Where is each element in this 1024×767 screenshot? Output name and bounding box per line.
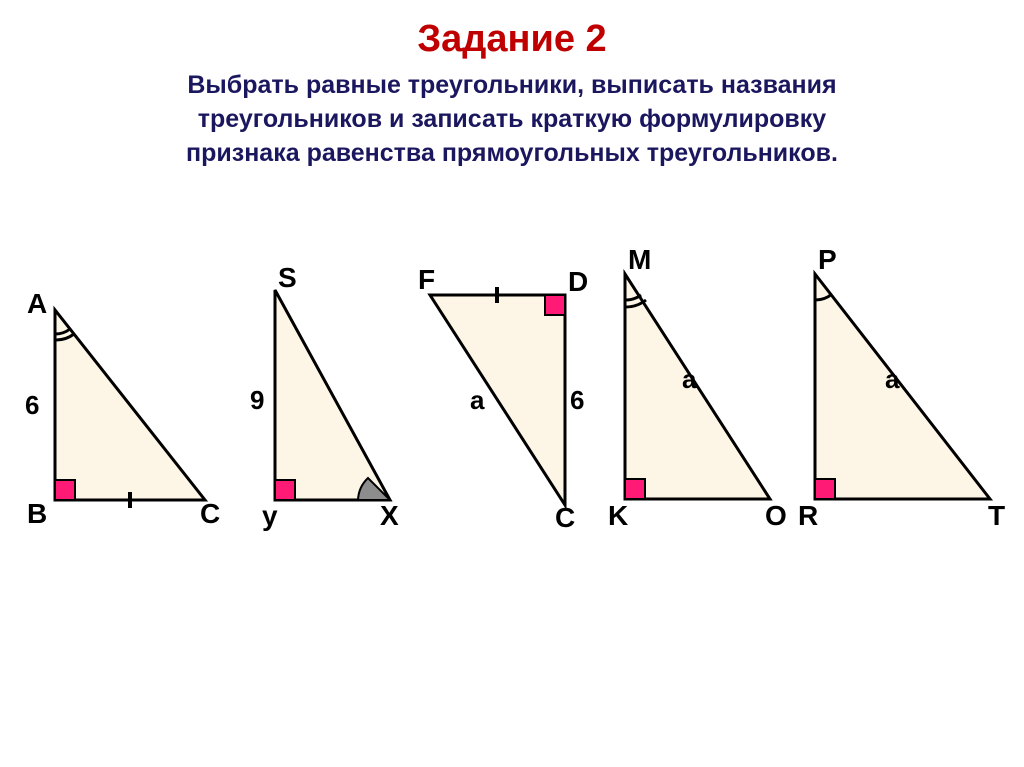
vertex-label-t: T xyxy=(988,500,1005,532)
vertex-label-r: R xyxy=(798,500,818,532)
side-label-pt: a xyxy=(885,364,899,395)
triangle-fdc-shape xyxy=(430,295,565,505)
vertex-label-m: M xyxy=(628,244,651,276)
subtitle-line-2: треугольников и записать краткую формули… xyxy=(0,103,1024,137)
vertex-label-a: A xyxy=(27,288,47,320)
vertex-label-b: B xyxy=(27,498,47,530)
triangle-fdc: F D C a 6 xyxy=(400,270,590,540)
side-label-fc: a xyxy=(470,385,484,416)
vertex-label-c: C xyxy=(555,502,575,534)
task-description: Выбрать равные треугольники, выписать на… xyxy=(0,69,1024,170)
right-angle-marker-icon xyxy=(55,480,75,500)
right-angle-marker-icon xyxy=(815,479,835,499)
page-title: Задание 2 xyxy=(0,0,1024,61)
triangle-mko-shape xyxy=(625,274,770,499)
side-label-mo: a xyxy=(682,364,696,395)
right-angle-marker-icon xyxy=(625,479,645,499)
vertex-label-p: P xyxy=(818,244,837,276)
vertex-label-x: X xyxy=(380,500,399,532)
side-label-dc: 6 xyxy=(570,385,584,416)
side-label-sy: 9 xyxy=(250,385,264,416)
vertex-label-o: O xyxy=(765,500,787,532)
vertex-label-f: F xyxy=(418,264,435,296)
vertex-label-s: S xyxy=(278,262,297,294)
subtitle-line-1: Выбрать равные треугольники, выписать на… xyxy=(0,69,1024,103)
triangle-prt: P R T a xyxy=(790,254,1010,544)
triangle-abc-shape xyxy=(55,310,205,500)
triangle-mko: M K O a xyxy=(600,254,790,544)
vertex-label-y: y xyxy=(262,500,278,532)
triangle-syx-shape xyxy=(275,290,390,500)
vertex-label-k: K xyxy=(608,500,628,532)
triangle-abc: A B C 6 xyxy=(35,280,235,540)
vertex-label-c: C xyxy=(200,498,220,530)
side-label-ab: 6 xyxy=(25,390,39,421)
right-angle-marker-icon xyxy=(275,480,295,500)
triangle-syx: S y X 9 xyxy=(250,270,410,540)
vertex-label-d: D xyxy=(568,266,588,298)
triangle-prt-shape xyxy=(815,274,990,499)
triangle-diagrams: A B C 6 S y X 9 F D C a 6 xyxy=(0,260,1024,580)
subtitle-line-3: признака равенства прямоугольных треугол… xyxy=(0,137,1024,171)
right-angle-marker-icon xyxy=(545,295,565,315)
